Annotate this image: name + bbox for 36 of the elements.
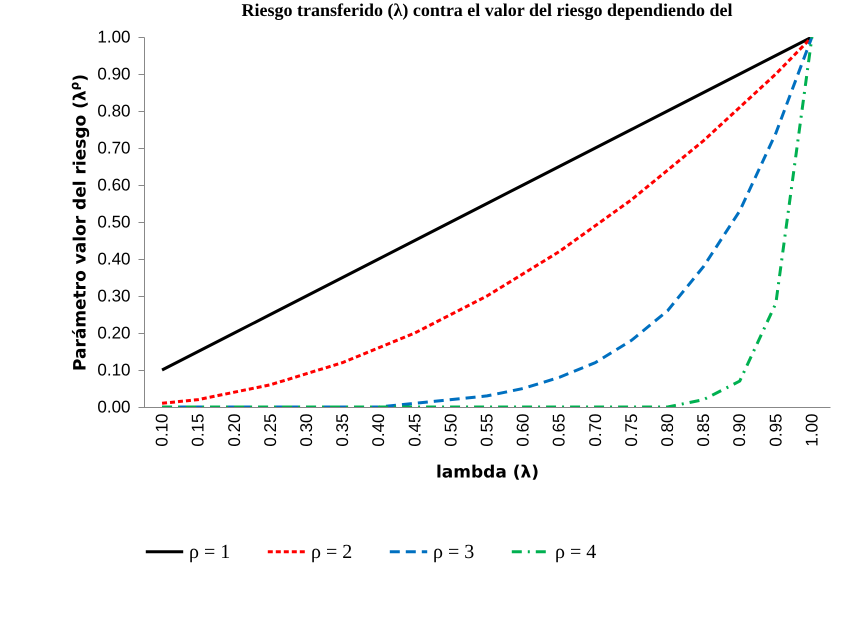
x-tick-label: 0.40	[369, 414, 388, 447]
x-tick-label: 0.75	[622, 414, 641, 447]
chart-title: Riesgo transferido (λ) contra el valor del riesgo dependiendo del	[242, 0, 732, 20]
y-tick-label: 0.50	[97, 212, 130, 232]
x-tick-label: 0.10	[152, 414, 172, 447]
legend-label: ρ = 3	[433, 540, 474, 563]
y-tick-label: 0.40	[97, 250, 130, 268]
x-tick-label: 0.35	[333, 414, 352, 447]
y-tick-label: 0.00	[97, 398, 130, 416]
x-tick-label: 0.90	[730, 414, 750, 447]
legend-label: ρ = 2	[311, 540, 352, 563]
y-tick-label: 0.10	[97, 360, 130, 380]
x-axis-title: lambda (λ)	[436, 462, 540, 483]
y-tick-label: 1.00	[97, 28, 130, 46]
x-tick-label: 0.95	[766, 414, 786, 447]
y-tick-label: 0.90	[97, 64, 130, 84]
y-tick-label: 0.80	[97, 102, 130, 120]
x-tick-label: 0.20	[224, 414, 244, 447]
x-tick-label: 0.15	[188, 414, 208, 447]
x-tick-label: 0.55	[478, 414, 496, 447]
x-tick-label: 0.60	[514, 414, 533, 447]
legend-label: ρ = 4	[555, 540, 596, 563]
y-tick-label: 0.60	[97, 176, 130, 194]
y-tick-label: 0.70	[97, 138, 130, 158]
x-tick-label: 0.80	[658, 414, 678, 447]
x-tick-label: 0.25	[260, 414, 280, 447]
legend-label: ρ = 1	[189, 540, 230, 563]
x-tick-label: 0.65	[550, 414, 569, 447]
y-tick-label: 0.20	[97, 324, 130, 342]
x-tick-label: 0.85	[694, 414, 714, 447]
x-tick-label: 0.70	[586, 414, 605, 447]
x-tick-label: 0.45	[405, 414, 424, 447]
x-tick-label: 0.50	[441, 414, 460, 447]
x-tick-label: 1.00	[802, 414, 822, 447]
y-tick-label: 0.30	[97, 286, 130, 306]
x-tick-label: 0.30	[296, 414, 316, 447]
